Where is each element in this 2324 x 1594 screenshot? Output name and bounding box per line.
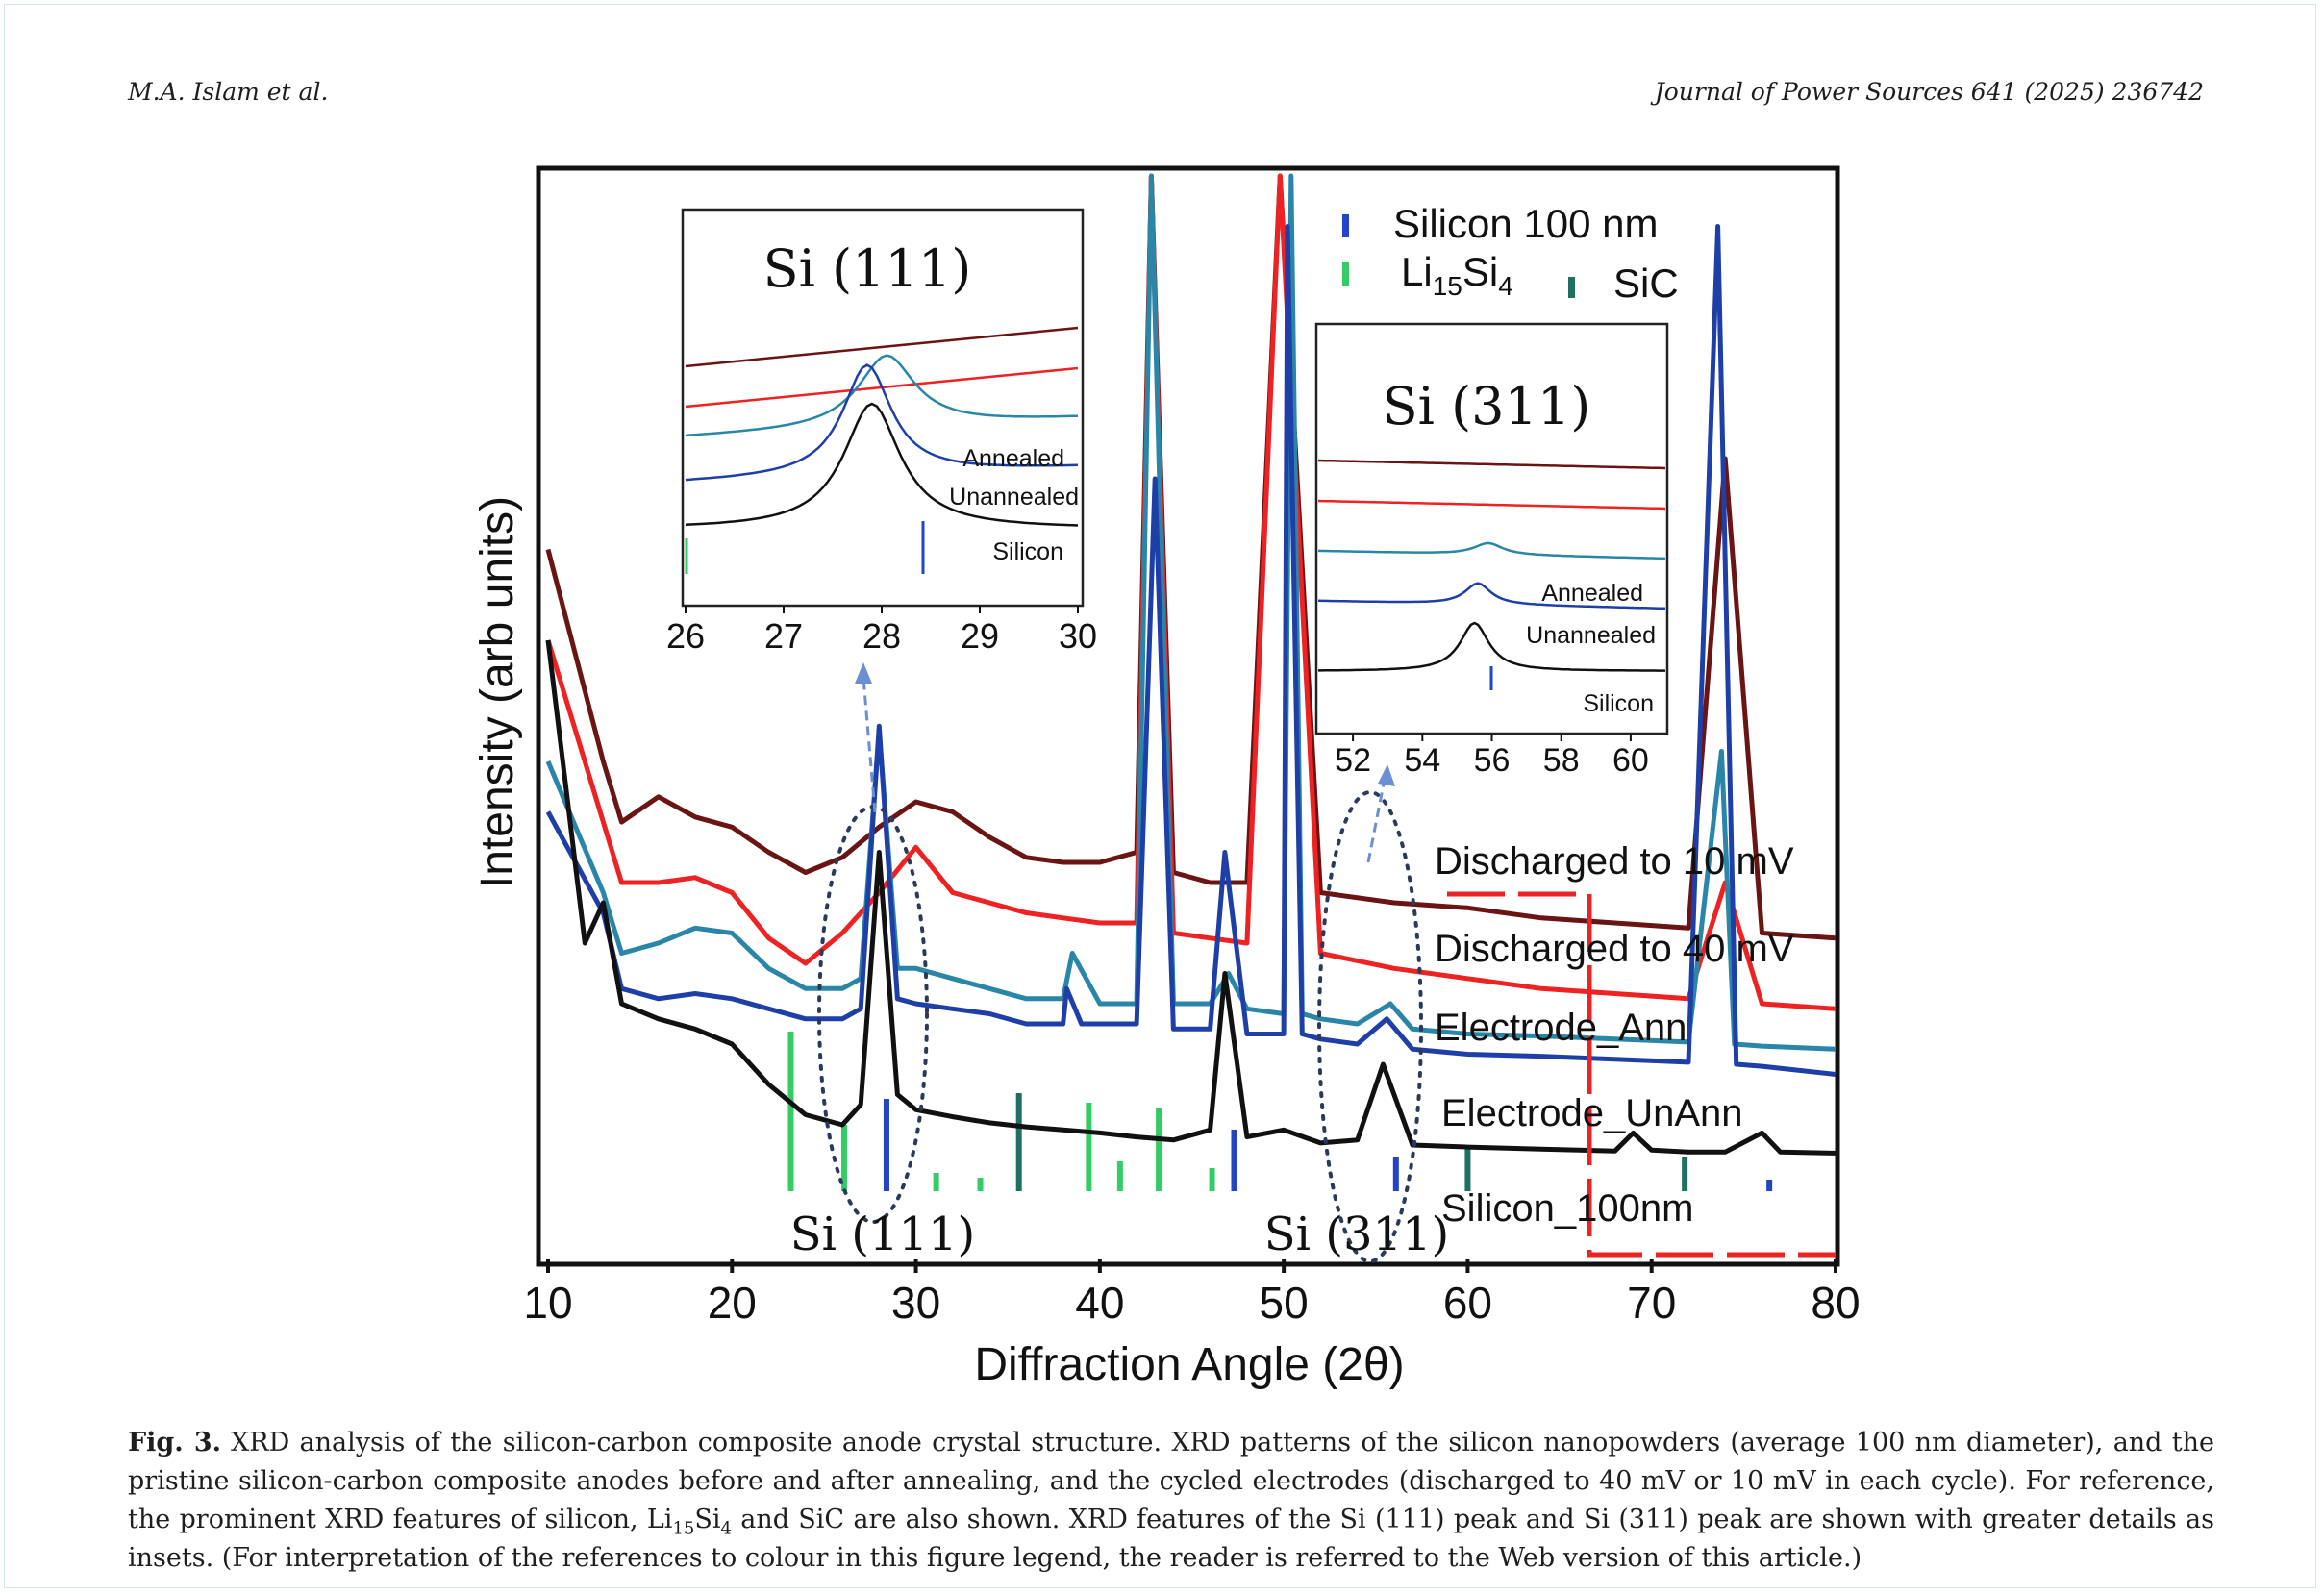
- inset-si311-curve: [1317, 499, 1666, 511]
- inset-si311-label-unannealed: Unannealed: [1526, 622, 1656, 649]
- legend-swatch-sic: [1568, 277, 1575, 298]
- main-x-ticks: 10 20 30 40 50 60 70 80: [523, 1259, 1861, 1328]
- xrd-figure: 10 20 30 40 50 60 70 80 Diffraction Angle (2θ) …: [472, 165, 1861, 1390]
- inset-si111-curve: [685, 363, 1079, 482]
- inset-si311-frame: [1314, 322, 1669, 735]
- inset-si311-curves: [1317, 459, 1666, 672]
- inset-tick-label: 30: [1059, 616, 1097, 656]
- inset-si111-labels: Annealed Unannealed Silicon: [949, 445, 1079, 565]
- annotation-si311: Si (311): [1264, 1208, 1450, 1261]
- inset-si111-label-unannealed: Unannealed: [949, 484, 1079, 511]
- peak-annotation-group: Si (111) Si (311): [790, 1208, 1450, 1261]
- inset-si311-labels: Annealed Unannealed Silicon: [1526, 580, 1656, 717]
- series-line: [545, 639, 1837, 1156]
- inset-si111-x-ticks: 26 27 28 29 30: [666, 606, 1097, 656]
- figure-caption: Fig. 3. XRD analysis of the silicon-carbo…: [128, 1424, 2214, 1578]
- x-tick-label: 30: [891, 1278, 940, 1328]
- legend-label-silicon: Silicon 100 nm: [1393, 201, 1658, 246]
- inset-si311-title: Si (311): [1383, 376, 1591, 436]
- running-head-authors: M.A. Islam et al.: [128, 78, 329, 106]
- inset-si111-title: Si (111): [763, 238, 972, 299]
- inset-si311-label-silicon: Silicon: [1583, 690, 1654, 717]
- inset-si311-curve: [1317, 582, 1665, 610]
- caption-sub-2: 4: [720, 1518, 732, 1539]
- inset-tick-label: 28: [862, 616, 901, 656]
- series-line: [545, 173, 1837, 1011]
- annotation-si111: Si (111): [790, 1208, 976, 1261]
- article-page: M.A. Islam et al. Journal of Power Sourc…: [4, 4, 2316, 1588]
- inset-si311-curve: [1317, 459, 1666, 470]
- inset-si311: Si (311) Annealed Unannealed Silicon 52 5…: [1314, 322, 1669, 779]
- red-dashed-step: [1447, 891, 1836, 1258]
- x-tick-label: 40: [1075, 1278, 1124, 1328]
- series-label-silicon-100nm: Silicon_100nm: [1441, 1187, 1693, 1230]
- x-tick-label: 20: [708, 1278, 757, 1328]
- inset-si311-curve: [1318, 621, 1665, 672]
- caption-label: Fig. 3.: [128, 1428, 222, 1457]
- legend-swatch-silicon: [1342, 214, 1349, 237]
- main-x-axis-label: Diffraction Angle (2θ): [974, 1339, 1404, 1390]
- inset-si111-label-silicon: Silicon: [992, 538, 1063, 565]
- legend-swatch-li15si4: [1342, 262, 1349, 286]
- arrow-head-icon: [855, 662, 872, 684]
- inset-si111-curve: [685, 402, 1079, 527]
- x-tick-label: 10: [523, 1278, 572, 1328]
- legend-label-sic: SiC: [1613, 261, 1679, 306]
- inset-si111-curves: [685, 326, 1079, 527]
- caption-text-1: XRD analysis of the silicon-carbon compo…: [128, 1428, 2214, 1534]
- inset-tick-label: 52: [1335, 742, 1371, 779]
- x-tick-label: 70: [1627, 1278, 1676, 1328]
- inset-si311-x-ticks: 52 54 56 58 60: [1335, 734, 1649, 779]
- inset-tick-label: 58: [1543, 742, 1580, 779]
- inset-tick-label: 60: [1612, 742, 1649, 779]
- arrow-head-icon: [1378, 764, 1395, 786]
- inset-si111-curve: [685, 326, 1079, 368]
- series-label-group: Discharged to 10 mV Discharged to 40 mV …: [1435, 840, 1794, 1230]
- caption-text-3: and SiC are also shown. XRD features of …: [128, 1505, 2214, 1573]
- inset-tick-label: 27: [764, 616, 803, 656]
- inset-si111-frame: [681, 208, 1085, 608]
- arrow-to-si111-inset: [862, 677, 877, 813]
- series-line: [545, 224, 1837, 1077]
- series-label-electrode-ann: Electrode_Ann: [1435, 1007, 1687, 1049]
- series-label-discharged-10mv: Discharged to 10 mV: [1435, 840, 1794, 883]
- inset-si311-label-annealed: Annealed: [1541, 580, 1643, 607]
- series-line: [545, 173, 1837, 941]
- running-head-journal: Journal of Power Sources 641 (2025) 2367…: [1654, 78, 2204, 106]
- si311-ellipse: [1317, 790, 1423, 1263]
- x-tick-label: 80: [1811, 1278, 1860, 1328]
- reference-lines: [787, 1032, 1773, 1191]
- inset-tick-label: 29: [961, 616, 999, 656]
- inset-si111: Si (111) Annealed Unannealed Silicon 26 2…: [666, 208, 1097, 656]
- arrow-to-si311-inset: [1366, 778, 1387, 863]
- inset-si311-curve: [1317, 541, 1666, 560]
- inset-si111-curve: [685, 354, 1079, 437]
- caption-text-2: Si: [694, 1505, 721, 1534]
- series-label-discharged-40mv: Discharged to 40 mV: [1435, 928, 1794, 970]
- inset-tick-label: 26: [666, 616, 705, 656]
- series-line: [545, 173, 1837, 1052]
- inset-tick-label: 54: [1404, 742, 1440, 779]
- x-tick-label: 50: [1260, 1278, 1309, 1328]
- x-tick-label: 60: [1443, 1278, 1492, 1328]
- series-label-electrode-unann: Electrode_UnAnn: [1441, 1092, 1743, 1134]
- main-y-axis-label: Intensity (arb units): [472, 496, 523, 888]
- inset-si111-label-annealed: Annealed: [962, 445, 1064, 472]
- main-series-group: [545, 173, 1837, 1156]
- inset-tick-label: 56: [1474, 742, 1511, 779]
- caption-sub-1: 15: [672, 1518, 695, 1539]
